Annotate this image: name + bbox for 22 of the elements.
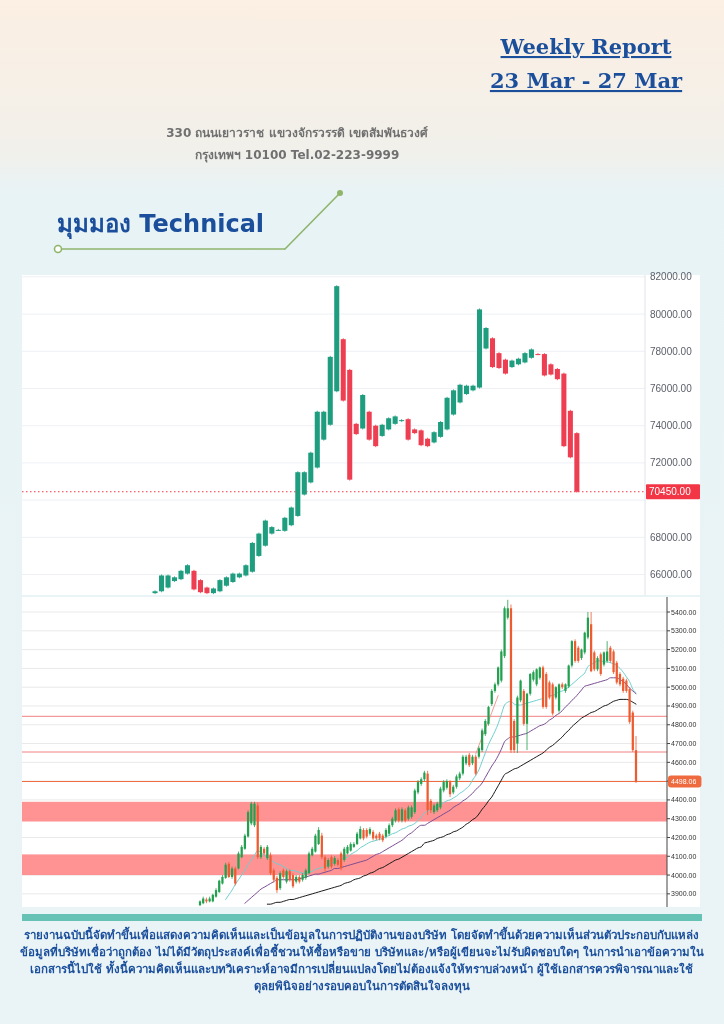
y-tick-label: 76000.00 xyxy=(650,382,693,394)
text: รายงานฉบับนี้จัดทำขึ้นเพื่อแสดงความคิดเห็นและเป็นข้อมูลในการปฏิบัติงานของบริษัท โดยจัดทำขึ้นด้วยความเห็นส่วนตัวประกอบกับแหล่งข้อมูลที่บริษัทเชื่อว่าถูกต้อง ไม่ได้มีวัตถุประสงค์เพื่อชี้ชวนให้ซื้อหรือขาย บริษัทและ/หรือผู้เขียนจะไม่รับผิดชอบใดๆ ในการนำเอาข้อความในเอกสารนี้ไปใช้ ทั้งนี้ความคิดเห็นและบทวิเคราะห์อาจมีการเปลี่ยนแปลงโดยไม่ต้องแจ้งให้ทราบล่วงหน้า ผู้ใช้เอกสารควรพิจารณาและใช้ดุลยพินิจอย่างรอบคอบในการตัดสินใจลงทุน xyxy=(19,927,705,995)
y-tick-label: 66000.00 xyxy=(650,569,693,581)
y-tick-label: 74000.00 xyxy=(650,420,693,432)
chart-subtitle: 23 Mar - 27 Mar xyxy=(489,68,684,93)
y-tick-label: 80000.00 xyxy=(650,308,693,320)
candlestick xyxy=(234,866,237,886)
candlestick xyxy=(307,851,311,875)
chart-title: Weekly Report xyxy=(499,34,672,59)
line-series xyxy=(475,695,499,755)
text: 330 ถนนเยาวราช แขวงจักรวรรดิ เขตสัมพันธวงศ์ xyxy=(166,126,428,140)
ref-line-label: 70450.00 xyxy=(649,486,692,498)
text: กรุงเทพฯ 10100 Tel.02-223-9999 xyxy=(194,148,400,163)
text: มุมมอง Technical xyxy=(57,210,265,240)
y-tick-label: 72000.00 xyxy=(650,457,693,469)
y-tick-label: 82000.00 xyxy=(650,271,693,283)
y-tick-label: 68000.00 xyxy=(650,531,693,543)
candlestick xyxy=(535,352,541,356)
candlestick xyxy=(152,589,158,595)
candlestick xyxy=(253,801,256,828)
candlestick xyxy=(445,778,448,790)
y-tick-label: 78000.00 xyxy=(650,345,693,357)
